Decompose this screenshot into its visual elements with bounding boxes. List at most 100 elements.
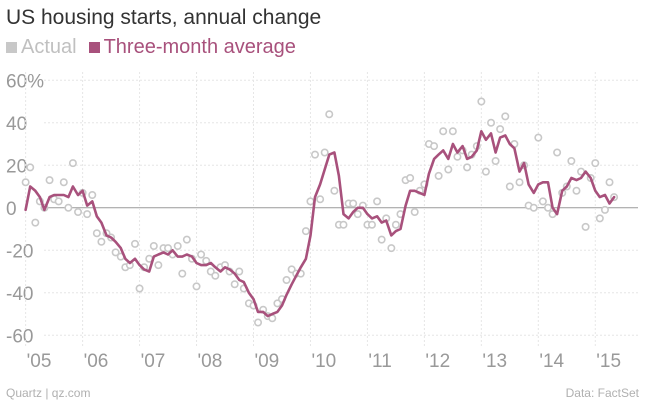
actual-point [491, 157, 500, 166]
actual-point [353, 210, 362, 219]
actual-point [567, 157, 576, 166]
actual-point [605, 178, 614, 187]
x-tick-label: '06 [84, 351, 109, 372]
legend-swatch-three-month-average [88, 42, 100, 53]
actual-point [595, 214, 604, 223]
actual-point [45, 176, 54, 185]
x-tick-label: '13 [482, 351, 507, 372]
actual-point [439, 127, 448, 136]
legend-item-three-month-average: Three-month average [88, 36, 296, 59]
actual-point [197, 250, 206, 259]
actual-point [88, 191, 97, 200]
actual-point [74, 208, 83, 217]
actual-point [173, 242, 182, 251]
actual-point [111, 248, 120, 257]
actual-point [301, 227, 310, 236]
actual-point [448, 127, 457, 136]
actual-point [553, 148, 562, 157]
actual-point [230, 280, 239, 289]
actual-point [477, 97, 486, 106]
actual-point [391, 220, 400, 229]
actual-point [387, 244, 396, 253]
x-tick-label: '12 [425, 351, 450, 372]
actual-point [154, 261, 163, 270]
chart-legend: Actual Three-month average [6, 36, 308, 59]
actual-point [430, 142, 439, 151]
x-tick-label: '11 [368, 351, 391, 372]
actual-point [211, 271, 220, 280]
actual-point [534, 133, 543, 142]
x-tick-label: '15 [596, 351, 621, 372]
footer-source-right: Data: FactSet [565, 386, 639, 400]
actual-point [178, 269, 187, 278]
chart-title: US housing starts, annual change [6, 6, 322, 29]
x-tick-label: '14 [539, 351, 564, 372]
three-month-average-line [24, 130, 616, 318]
actual-point [529, 203, 538, 212]
actual-point [463, 163, 472, 172]
actual-point [182, 235, 191, 244]
y-tick-label: -20 [6, 241, 33, 262]
actual-point [97, 237, 106, 246]
actual-point [149, 242, 158, 251]
actual-point [600, 205, 609, 214]
actual-point [54, 197, 63, 206]
actual-point [306, 197, 315, 206]
actual-point [31, 218, 40, 227]
x-tick-label: '09 [254, 351, 279, 372]
actual-point [543, 203, 552, 212]
actual-point [59, 178, 68, 187]
actual-point [373, 197, 382, 206]
actual-point [505, 182, 514, 191]
actual-point [26, 163, 35, 172]
actual-point [487, 118, 496, 127]
legend-item-actual: Actual [6, 36, 77, 59]
actual-point [192, 282, 201, 291]
y-tick-label: 60% [6, 71, 44, 92]
x-tick-label: '08 [198, 351, 223, 372]
actual-point [21, 178, 30, 187]
actual-point [316, 195, 325, 204]
actual-point [367, 220, 376, 229]
actual-point [135, 284, 144, 293]
actual-point [481, 167, 490, 176]
actual-point [581, 222, 590, 231]
actual-point [377, 235, 386, 244]
legend-label-actual: Actual [21, 36, 77, 58]
actual-point [131, 239, 140, 248]
actual-point [83, 210, 92, 219]
actual-point [164, 244, 173, 253]
actual-point [311, 150, 320, 159]
actual-point [92, 229, 101, 238]
actual-point [444, 165, 453, 174]
actual-point [349, 199, 358, 208]
y-tick-label: 20 [6, 156, 27, 177]
y-tick-label: 40 [6, 114, 27, 135]
actual-point [339, 220, 348, 229]
actual-point [410, 208, 419, 217]
actual-point [434, 171, 443, 180]
actual-point [68, 159, 77, 168]
actual-point [64, 203, 73, 212]
y-tick-label: 0 [6, 199, 17, 220]
footer-source-left: Quartz | qz.com [6, 386, 91, 400]
actual-point [254, 318, 263, 327]
legend-swatch-actual [6, 42, 17, 53]
actual-point [591, 159, 600, 168]
y-tick-label: -40 [6, 284, 33, 305]
x-tick-label: '05 [27, 351, 52, 372]
actual-point [330, 186, 339, 195]
actual-point [320, 148, 329, 157]
actual-point [501, 112, 510, 121]
actual-point [325, 110, 334, 119]
actual-point [515, 178, 524, 187]
x-tick-label: '07 [141, 351, 166, 372]
actual-point [496, 125, 505, 134]
x-tick-label: '10 [311, 351, 336, 372]
actual-point [572, 186, 581, 195]
actual-point [282, 275, 291, 284]
y-tick-label: -60 [6, 326, 33, 347]
legend-label-three-month-average: Three-month average [103, 36, 296, 58]
actual-point [235, 267, 244, 276]
